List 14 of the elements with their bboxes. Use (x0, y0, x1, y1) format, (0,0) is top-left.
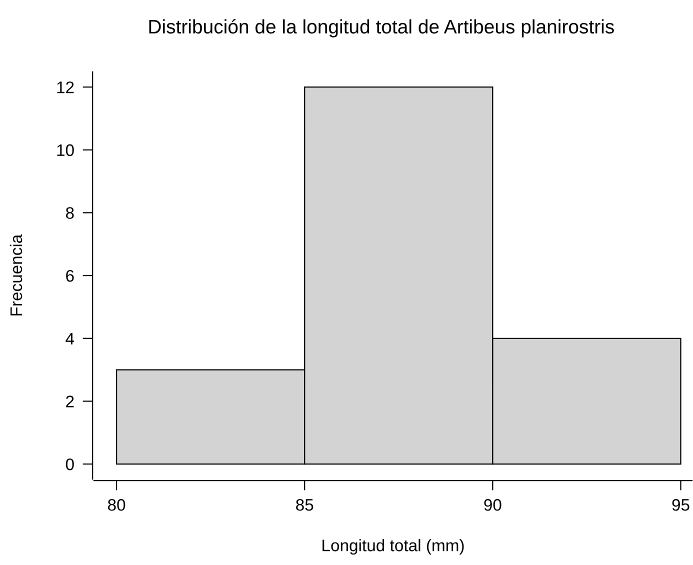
x-axis-title: Longitud total (mm) (322, 539, 464, 555)
x-tick-label: 95 (672, 499, 690, 511)
y-tick-label: 10 (57, 144, 74, 156)
y-axis-title: Frecuencia (10, 234, 22, 316)
x-tick-label: 90 (484, 499, 502, 511)
y-tick-label: 6 (66, 270, 74, 282)
x-tick-label: 80 (108, 499, 126, 511)
y-tick-label: 8 (66, 207, 74, 219)
y-tick-label: 4 (66, 332, 74, 344)
y-tick-label: 2 (66, 396, 74, 408)
y-tick-label: 12 (57, 81, 74, 94)
x-tick-label: 85 (296, 499, 314, 511)
chart-title: Distribución de la longitud total de Artibeus planirostris (149, 19, 614, 38)
y-tick-label: 0 (66, 458, 74, 470)
